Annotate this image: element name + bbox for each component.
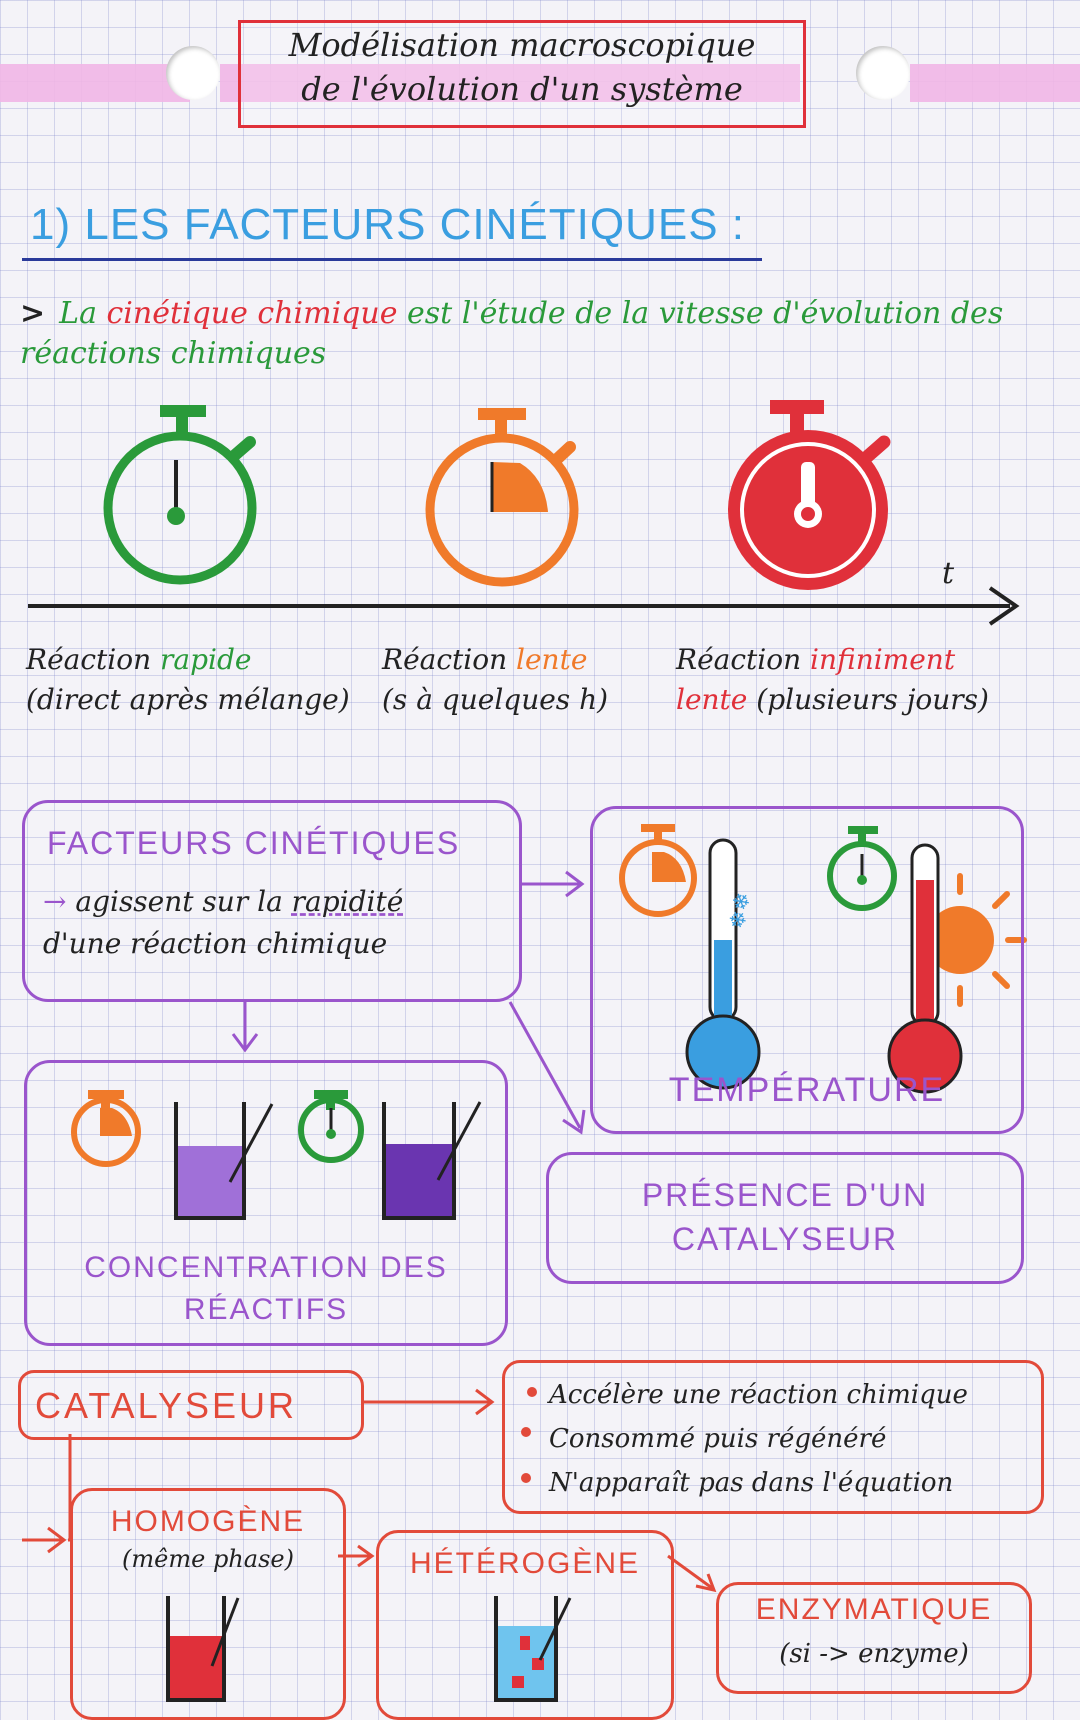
enzymatic-detail: (si -> enzyme) (779, 1639, 969, 1669)
catalyst-properties-list: Accélère une réaction chimique Consommé … (549, 1373, 968, 1505)
catalyst-bullet-1: Accélère une réaction chimique (549, 1380, 968, 1410)
homogeneous-beaker-icon (166, 1596, 240, 1702)
title-line-2: de l'évolution d'un système (301, 70, 743, 108)
homogeneous-label: HOMOGÈNE (110, 1505, 306, 1538)
catalyst-bullets-dots (521, 1387, 537, 1483)
heading-underline (22, 258, 762, 261)
reaction-fast-detail: (direct après mélange) (26, 683, 350, 716)
intro-part-2: est l'étude de la vitesse d'évolution de… (20, 296, 1004, 371)
temperature-box: TEMPÉRATURE (590, 806, 1024, 1134)
intro-text: > La cinétique chimique est l'étude de la… (20, 294, 1040, 374)
intro-part-1: La (59, 296, 107, 331)
catalyst-bullet-2: Consommé puis régénéré (549, 1424, 887, 1454)
temperature-label: TEMPÉRATURE (668, 1071, 946, 1109)
reaction-slow-word: lente (516, 643, 588, 676)
section-heading: 1) LES FACTEURS CINÉTIQUES : (30, 200, 746, 249)
enzymatic-label: ENZYMATIQUE (755, 1593, 993, 1626)
hot-stopwatch-green-icon (827, 826, 897, 911)
homogeneous-detail: (même phase) (122, 1545, 294, 1573)
concentration-line-1: CONCENTRATION DES (84, 1251, 448, 1284)
kinetic-factors-rapidity: rapidité (291, 885, 404, 918)
catalyst-presence-box: PRÉSENCE D'UN CATALYSEUR (546, 1152, 1024, 1284)
concentration-box: CONCENTRATION DES RÉACTIFS (24, 1060, 508, 1346)
kinetic-factors-title: FACTEURS CINÉTIQUES (47, 825, 461, 861)
hot-thermometer-icon (887, 843, 963, 1094)
concentration-label: CONCENTRATION DES RÉACTIFS (27, 1247, 505, 1331)
sun-icon (926, 873, 1027, 1007)
cold-stopwatch-orange-icon (619, 824, 697, 917)
stopwatch-orange-icon (425, 408, 579, 587)
catalyst-properties-box: Accélère une réaction chimique Consommé … (502, 1360, 1044, 1514)
catalyst-presence-line-2: CATALYSEUR (671, 1221, 899, 1257)
stopwatch-green-icon (103, 405, 257, 585)
catalyst-title-box: CATALYSEUR (18, 1370, 364, 1440)
kinetic-factors-arrow: → (43, 885, 67, 918)
heterogeneous-box: HÉTÉROGÈNE (376, 1530, 674, 1720)
kinetic-factors-desc-2: d'une réaction chimique (43, 927, 388, 960)
conc-stopwatch-green-icon (298, 1090, 364, 1163)
kinetic-factors-description: → agissent sur la rapidité d'une réactio… (43, 881, 513, 965)
pink-band-center (220, 64, 800, 102)
pink-band-left (0, 64, 190, 102)
homogeneous-box: HOMOGÈNE (même phase) (70, 1488, 346, 1720)
enzymatic-box: ENZYMATIQUE (si -> enzyme) (716, 1582, 1032, 1694)
binder-hole-right (856, 46, 910, 100)
beaker-light-purple-icon (174, 1102, 274, 1220)
pink-band-right (910, 64, 1080, 102)
reaction-infinite-word: infiniment (810, 643, 956, 676)
reaction-fast-prefix: Réaction (26, 643, 161, 676)
kinetic-factors-desc-1: agissent sur la (66, 885, 292, 918)
concentration-line-2: RÉACTIFS (183, 1293, 349, 1326)
reaction-infinite-prefix: Réaction (676, 643, 811, 676)
catalyst-presence-line-1: PRÉSENCE D'UN (641, 1177, 929, 1213)
cold-thermometer-icon: ❄❄ (685, 838, 761, 1090)
beaker-dark-purple-icon (382, 1101, 482, 1220)
title-box: Modélisation macroscopique de l'évolutio… (238, 20, 806, 128)
kinetic-factors-box: FACTEURS CINÉTIQUES → agissent sur la ra… (22, 800, 522, 1002)
reaction-slow-detail: (s à quelques h) (382, 683, 609, 716)
reaction-slow-prefix: Réaction (382, 643, 517, 676)
heterogeneous-beaker-icon (494, 1596, 572, 1702)
binder-hole-left (166, 46, 220, 100)
reaction-fast: Réaction rapide (direct après mélange) (26, 640, 350, 720)
reaction-infinite-detail: (plusieurs jours) (747, 683, 989, 716)
catalyst-title: CATALYSEUR (35, 1385, 298, 1426)
reaction-fast-word: rapide (160, 643, 252, 676)
catalyst-presence-label: PRÉSENCE D'UN CATALYSEUR (549, 1173, 1021, 1261)
time-axis (28, 586, 1020, 626)
intro-arrow: > (20, 296, 46, 331)
reaction-slow: Réaction lente (s à quelques h) (382, 640, 608, 720)
heterogeneous-label: HÉTÉROGÈNE (409, 1547, 641, 1580)
catalyst-bullet-3: N'apparaît pas dans l'équation (549, 1468, 954, 1498)
reaction-infinitely-slow: Réaction infiniment lente (plusieurs jou… (676, 640, 1076, 720)
intro-term: cinétique chimique (106, 296, 398, 331)
title-line-1: Modélisation macroscopique (288, 26, 756, 64)
time-axis-label: t (942, 556, 955, 591)
conc-stopwatch-orange-icon (71, 1090, 141, 1167)
stopwatch-red-icon (728, 400, 891, 590)
factor-arrows (231, 870, 586, 1135)
reaction-infinite-word-2: lente (676, 683, 748, 716)
